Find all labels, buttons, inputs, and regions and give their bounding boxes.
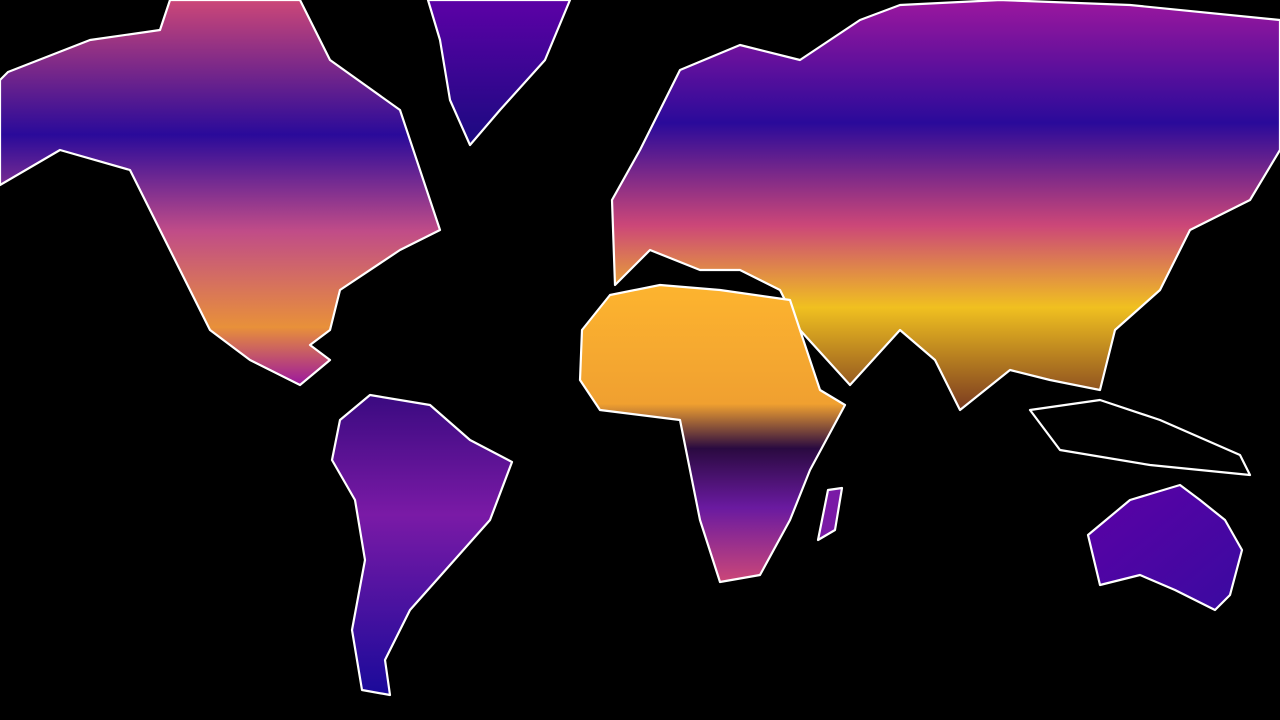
australia: [1086, 483, 1244, 612]
africa: [578, 283, 847, 584]
madagascar: [816, 486, 844, 542]
southeast-asia-islands: [1028, 398, 1252, 477]
eurasia: [610, 0, 1280, 412]
south-america: [330, 393, 514, 697]
north-america: [0, 0, 442, 387]
greenland: [426, 0, 572, 147]
